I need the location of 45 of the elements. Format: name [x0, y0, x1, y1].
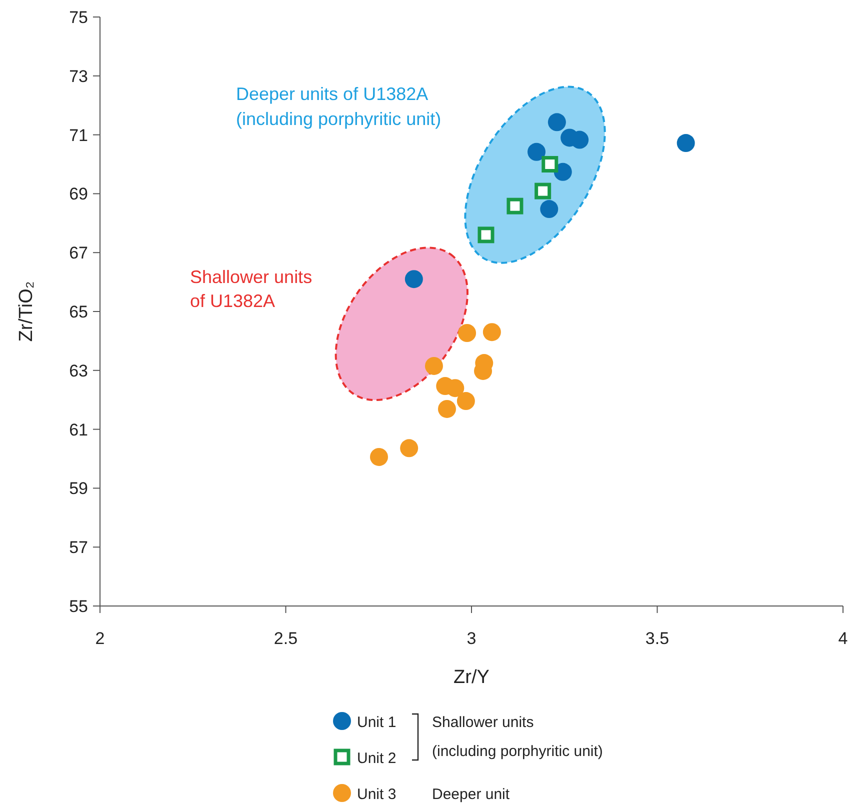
y-tick-label: 65	[69, 302, 88, 322]
point	[370, 448, 388, 466]
y-tick-label: 67	[69, 244, 88, 263]
y-axis-title: Zr/TiO₂	[16, 281, 37, 342]
point	[540, 200, 558, 218]
point	[478, 226, 494, 244]
y-tick-label: 75	[69, 8, 88, 27]
annotation: (including porphyritic unit)	[236, 109, 442, 129]
point	[456, 392, 475, 410]
y-tick-label: 57	[69, 538, 88, 558]
annotation: of U1382A	[190, 291, 276, 311]
text: (including porphyritic unit)	[432, 743, 603, 760]
legend-label: Unit 1	[357, 714, 396, 731]
y-tick-label: 63	[69, 361, 88, 380]
x-axis-title: Zr/Y	[454, 667, 490, 688]
point	[424, 356, 443, 375]
point	[506, 198, 524, 214]
text: Shallower units	[432, 714, 534, 731]
point	[548, 113, 566, 132]
point	[554, 162, 572, 181]
point	[528, 142, 546, 161]
point	[534, 182, 552, 200]
y-tick-label: 61	[69, 420, 88, 440]
y-tick-label: 69	[69, 184, 88, 204]
y-tick-label: 59	[69, 479, 88, 498]
x-tick-label: 3	[466, 629, 476, 648]
text: Deeper unit	[432, 786, 510, 803]
legend-label: Unit 3	[357, 786, 396, 803]
annotation: Deeper units of U1382A	[236, 84, 428, 104]
legend-label: Unit 2	[357, 750, 396, 767]
point	[404, 270, 423, 288]
x-tick-label: 2.5	[274, 629, 298, 648]
y-tick-label: 71	[69, 126, 88, 145]
point	[438, 400, 456, 418]
point	[482, 323, 501, 342]
point	[676, 134, 695, 152]
y-tick-label: 73	[69, 66, 88, 86]
x-tick-label: 4	[838, 629, 848, 648]
x-tick-label: 2	[95, 629, 105, 648]
x-tick-label: 3.5	[645, 629, 670, 648]
annotation: Shallower units	[190, 267, 312, 287]
point	[458, 324, 476, 342]
y-tick-label: 55	[69, 597, 88, 616]
point	[542, 156, 558, 172]
point	[400, 439, 418, 458]
